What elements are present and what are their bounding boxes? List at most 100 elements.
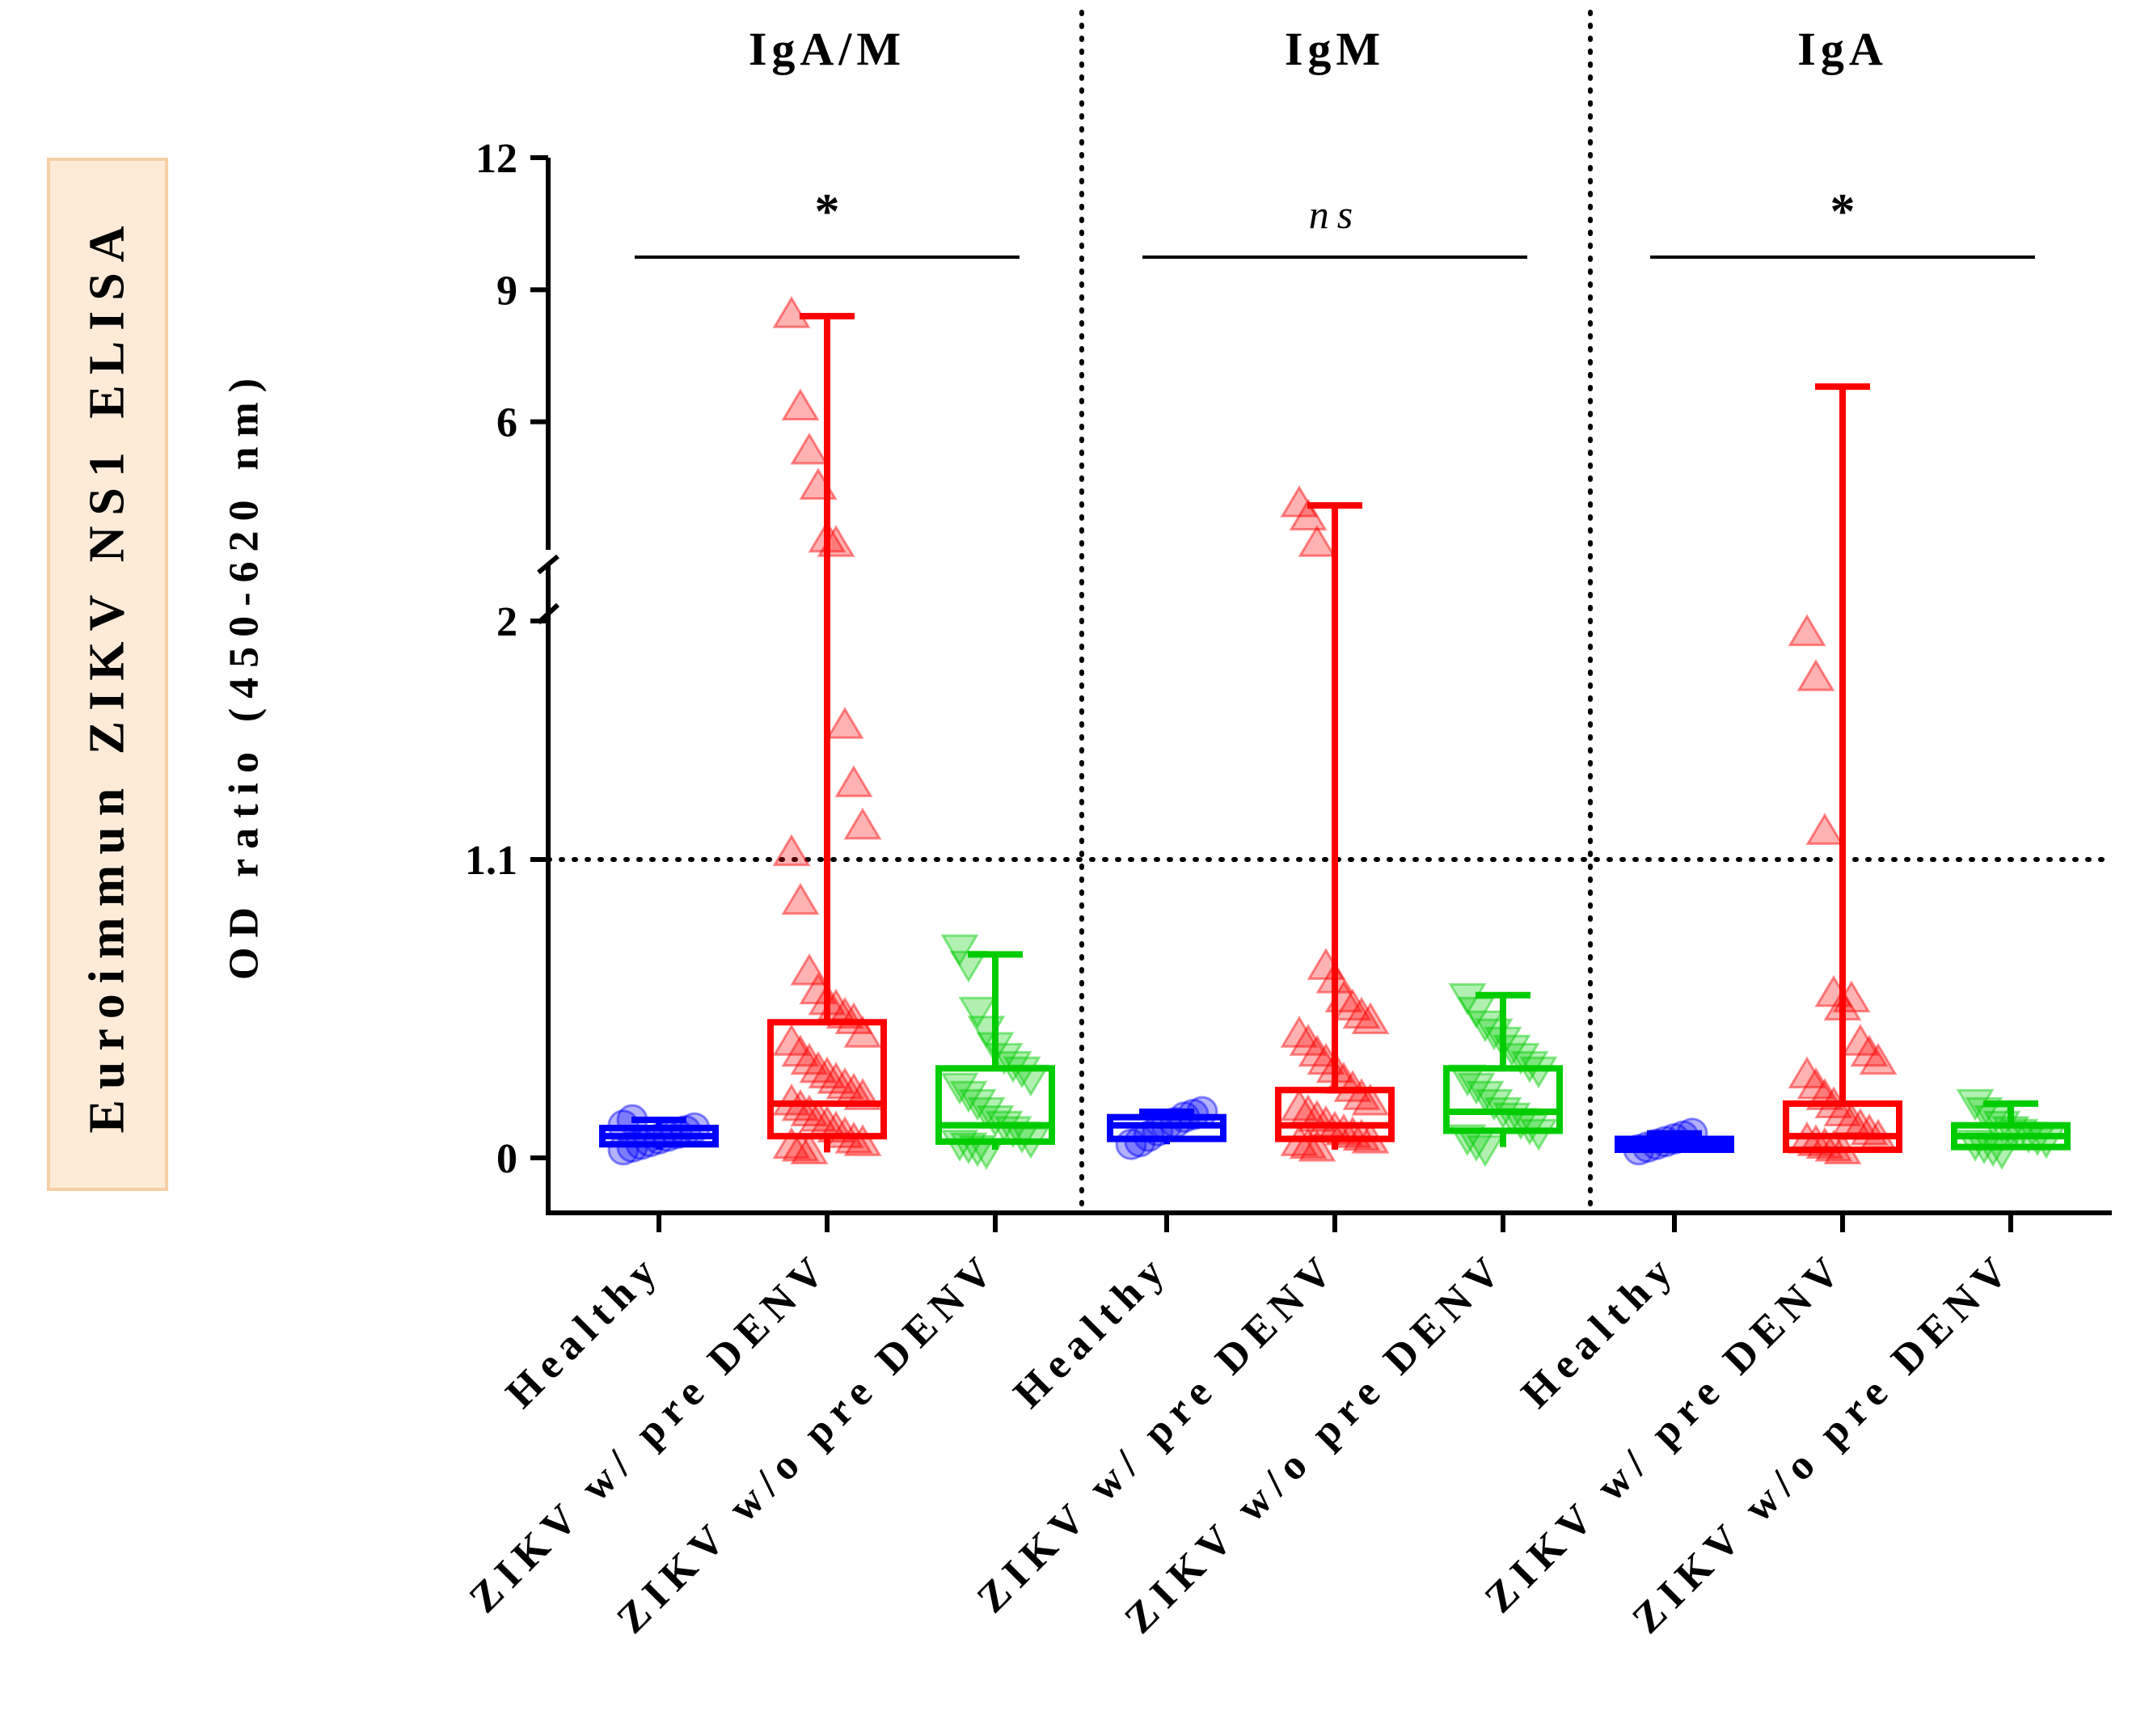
data-point xyxy=(790,952,829,986)
data-point xyxy=(1814,1130,1853,1162)
data-point xyxy=(1003,1056,1041,1089)
data-point xyxy=(790,1042,829,1075)
significance-label: * xyxy=(1830,184,1856,239)
box-group-healthy xyxy=(1615,1117,1734,1166)
data-point xyxy=(1859,1042,1898,1075)
data-point xyxy=(772,1083,811,1116)
data-point xyxy=(772,1024,811,1056)
data-point xyxy=(1448,983,1487,1016)
x-tick-label: ZIKV w/ pre DENV xyxy=(461,1244,839,1622)
data-point xyxy=(781,388,820,421)
data-point xyxy=(1298,1034,1336,1067)
data-point xyxy=(1289,1126,1328,1159)
data-point xyxy=(1298,1130,1336,1162)
data-point xyxy=(1850,1034,1889,1067)
data-point xyxy=(772,834,811,867)
data-point xyxy=(825,707,864,739)
y-tick-label: 0 xyxy=(496,1136,517,1182)
data-point xyxy=(1289,1024,1328,1056)
data-point xyxy=(790,1094,829,1127)
data-point xyxy=(940,1072,979,1105)
data-point xyxy=(940,1130,979,1162)
data-point xyxy=(1823,1094,1862,1127)
data-point xyxy=(834,1002,873,1034)
panel-title: IgA xyxy=(1797,23,1887,75)
x-tick-label: Healthy xyxy=(1005,1244,1178,1417)
x-tick-label: ZIKV w/ pre DENV xyxy=(969,1244,1347,1622)
data-point xyxy=(790,1132,829,1164)
y-tick-label: 9 xyxy=(496,268,517,314)
data-point xyxy=(825,1116,864,1148)
y-tick-label: 12 xyxy=(475,136,517,182)
data-point xyxy=(1333,1070,1372,1102)
data-point xyxy=(799,1100,838,1132)
data-point xyxy=(1466,1080,1505,1113)
data-point xyxy=(1519,1056,1558,1089)
data-point xyxy=(1333,988,1372,1021)
data-point xyxy=(772,1126,811,1159)
data-point xyxy=(1351,1002,1390,1034)
data-point xyxy=(967,1096,1006,1130)
y-tick-label: 1.1 xyxy=(465,838,517,884)
data-point xyxy=(1457,1072,1496,1105)
box-group-zikv-w-o-pre-denv xyxy=(1951,1088,2071,1170)
box-group-zikv-w-pre-denv xyxy=(767,296,887,1164)
side-title-box xyxy=(47,158,168,1191)
data-point xyxy=(940,934,979,967)
data-point xyxy=(799,1050,838,1083)
data-point xyxy=(1466,1134,1505,1168)
data-point xyxy=(1342,1118,1381,1151)
data-point xyxy=(1788,1056,1826,1089)
data-point xyxy=(1280,485,1319,517)
box-group-zikv-w-pre-denv xyxy=(1275,485,1395,1162)
data-point xyxy=(1841,1024,1880,1056)
y-axis-break-mark xyxy=(537,554,559,575)
data-point xyxy=(949,1080,988,1113)
data-point xyxy=(781,1034,820,1067)
data-point xyxy=(958,996,997,1029)
data-point xyxy=(772,296,811,328)
data-point xyxy=(1796,659,1835,691)
data-point xyxy=(817,1062,855,1094)
box-group-zikv-w-pre-denv xyxy=(1783,383,1902,1164)
significance-label: ns xyxy=(1309,192,1361,237)
data-point xyxy=(843,807,882,840)
data-point xyxy=(1466,1010,1505,1043)
box xyxy=(1443,1065,1563,1134)
data-point xyxy=(958,1088,997,1121)
box xyxy=(1275,1087,1395,1143)
data-point xyxy=(843,1124,882,1156)
box-group-zikv-w-o-pre-denv xyxy=(1443,983,1563,1168)
data-point xyxy=(781,1130,820,1162)
x-tick-label: ZIKV w/ pre DENV xyxy=(1476,1244,1855,1622)
box xyxy=(935,1065,1055,1145)
significance-label: * xyxy=(815,184,840,239)
y-tick-label: 6 xyxy=(496,400,517,446)
x-tick-label: Healthy xyxy=(1513,1244,1686,1417)
data-point xyxy=(1342,996,1381,1029)
data-point xyxy=(1342,1078,1381,1110)
panel-title: IgM xyxy=(1285,23,1385,75)
data-point xyxy=(843,1016,882,1048)
data-point xyxy=(825,1067,864,1100)
data-point xyxy=(1280,1016,1319,1048)
data-point xyxy=(1298,525,1336,557)
box-group-zikv-w-o-pre-denv xyxy=(935,934,1055,1170)
data-point xyxy=(1796,1067,1835,1100)
box-group-healthy xyxy=(599,1104,719,1166)
data-point xyxy=(1501,1042,1540,1075)
data-point xyxy=(834,765,873,797)
data-point xyxy=(1805,813,1844,845)
data-point xyxy=(1788,614,1826,647)
box xyxy=(1783,1100,1902,1153)
data-point xyxy=(790,432,829,465)
data-point xyxy=(1289,498,1328,531)
data-point xyxy=(1519,1118,1558,1151)
data-point xyxy=(1351,1083,1390,1116)
panel-title: IgA/M xyxy=(749,23,906,75)
data-point xyxy=(1280,1088,1319,1121)
data-point xyxy=(808,1056,847,1089)
data-point xyxy=(1475,1088,1514,1121)
y-tick-label: 2 xyxy=(496,599,517,645)
